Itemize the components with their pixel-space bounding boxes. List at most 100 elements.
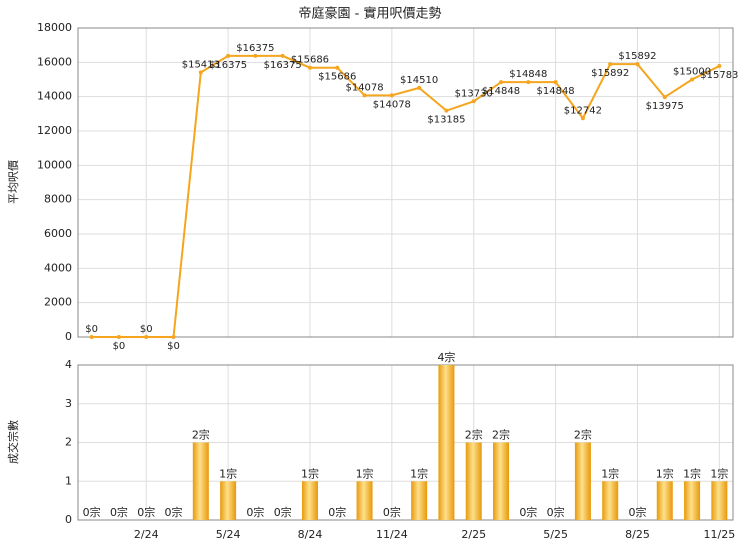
data-label: 0宗 bbox=[274, 505, 292, 519]
data-label: $15686 bbox=[318, 72, 356, 83]
data-label: $15413 bbox=[182, 59, 220, 70]
data-label: $15686 bbox=[291, 55, 329, 66]
y-tick-label: 4 bbox=[65, 358, 72, 371]
plot-frame bbox=[77, 364, 734, 521]
point bbox=[499, 80, 504, 85]
data-label: $12742 bbox=[564, 105, 602, 116]
data-label: 0宗 bbox=[165, 505, 183, 519]
data-label: $16375 bbox=[209, 60, 247, 71]
point bbox=[444, 108, 449, 113]
x-tick-label: 11/24 bbox=[376, 528, 408, 541]
data-label: $13730 bbox=[455, 88, 493, 99]
y-tick-label: 0 bbox=[65, 513, 72, 526]
data-label: 0宗 bbox=[628, 505, 646, 519]
bar bbox=[465, 442, 482, 520]
point bbox=[198, 70, 203, 75]
data-label: $14078 bbox=[345, 82, 383, 93]
chart-title: 帝庭豪園 - 實用呎價走勢 bbox=[299, 6, 442, 22]
data-label: 0宗 bbox=[383, 505, 401, 519]
bar bbox=[438, 365, 455, 520]
data-label: 0宗 bbox=[328, 505, 346, 519]
data-label: 0宗 bbox=[137, 505, 155, 519]
data-label: 2宗 bbox=[492, 428, 510, 442]
data-label: $15892 bbox=[591, 68, 629, 79]
data-label: $13975 bbox=[646, 101, 684, 112]
bar bbox=[602, 481, 619, 520]
x-tick-label: 2/25 bbox=[461, 528, 486, 541]
data-label: 1宗 bbox=[683, 466, 701, 480]
data-label: 0宗 bbox=[110, 505, 128, 519]
point bbox=[89, 335, 94, 339]
y-tick-label: 6000 bbox=[44, 227, 72, 240]
y-tick-label: 12000 bbox=[37, 124, 72, 137]
bar bbox=[493, 442, 510, 520]
data-label: $15892 bbox=[618, 51, 656, 62]
data-label: $14510 bbox=[400, 75, 438, 86]
data-label: $15000 bbox=[673, 67, 711, 78]
y-tick-label: 2 bbox=[65, 436, 72, 449]
data-label: 2宗 bbox=[574, 428, 592, 442]
data-label: $0 bbox=[113, 341, 126, 352]
x-tick-label: 8/25 bbox=[625, 528, 650, 541]
point bbox=[580, 116, 585, 121]
x-tick-label: 2/24 bbox=[134, 528, 159, 541]
point bbox=[362, 93, 367, 98]
data-label: $0 bbox=[140, 324, 153, 335]
data-label: 1宗 bbox=[710, 466, 728, 480]
plot-frame bbox=[77, 27, 734, 338]
data-label: $13185 bbox=[427, 115, 465, 126]
data-label: $14848 bbox=[537, 86, 575, 97]
point bbox=[690, 77, 695, 82]
data-label: 1宗 bbox=[219, 466, 237, 480]
point bbox=[608, 62, 613, 67]
bar bbox=[574, 442, 591, 520]
bar bbox=[411, 481, 428, 520]
y-tick-label: 18000 bbox=[37, 21, 72, 34]
y-tick-label: 8000 bbox=[44, 193, 72, 206]
point bbox=[144, 335, 149, 339]
data-label: 1宗 bbox=[410, 466, 428, 480]
point bbox=[335, 65, 340, 70]
data-label: 0宗 bbox=[519, 505, 537, 519]
point bbox=[662, 95, 667, 100]
point bbox=[226, 53, 231, 58]
point bbox=[553, 80, 558, 85]
price-line bbox=[91, 54, 720, 338]
y-tick-label: 10000 bbox=[37, 158, 72, 171]
x-tick-label: 5/25 bbox=[543, 528, 568, 541]
bar bbox=[656, 481, 673, 520]
data-label: 1宗 bbox=[356, 466, 374, 480]
data-label: $14078 bbox=[373, 99, 411, 110]
data-label: 2宗 bbox=[465, 428, 483, 442]
data-label: $16375 bbox=[264, 60, 302, 71]
point bbox=[635, 62, 640, 67]
y-tick-label: 1 bbox=[65, 474, 72, 487]
y-tick-label: 14000 bbox=[37, 90, 72, 103]
y-axis-label: 平均呎價 bbox=[6, 160, 20, 204]
point bbox=[307, 65, 312, 70]
data-label: 0宗 bbox=[547, 505, 565, 519]
x-tick-label: 11/25 bbox=[704, 528, 736, 541]
y-tick-label: 0 bbox=[65, 330, 72, 343]
bar bbox=[301, 481, 318, 520]
point bbox=[389, 93, 394, 98]
bar bbox=[711, 481, 728, 520]
y-axis-label: 成交宗數 bbox=[6, 420, 20, 464]
data-label: $15783 bbox=[700, 70, 738, 81]
point bbox=[116, 335, 121, 339]
x-tick-label: 5/24 bbox=[216, 528, 241, 541]
x-tick-label: 8/24 bbox=[298, 528, 323, 541]
y-tick-label: 2000 bbox=[44, 296, 72, 309]
data-label: $14848 bbox=[509, 69, 547, 80]
point bbox=[280, 53, 285, 58]
data-label: $0 bbox=[85, 324, 98, 335]
data-label: 0宗 bbox=[83, 505, 101, 519]
y-tick-label: 16000 bbox=[37, 55, 72, 68]
y-tick-label: 4000 bbox=[44, 261, 72, 274]
point bbox=[417, 85, 422, 90]
data-label: 2宗 bbox=[192, 428, 210, 442]
point bbox=[526, 80, 531, 85]
bar bbox=[684, 481, 701, 520]
point bbox=[171, 335, 176, 339]
data-label: 1宗 bbox=[656, 466, 674, 480]
